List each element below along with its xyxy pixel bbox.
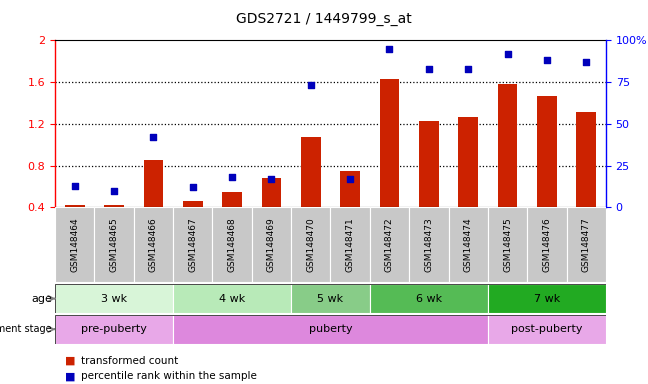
Bar [380,79,399,207]
Text: GSM148476: GSM148476 [542,217,551,272]
Point [69,182,80,189]
Bar [488,315,606,344]
Bar [419,121,439,207]
Text: post-puberty: post-puberty [511,324,583,334]
Point [502,51,513,57]
Bar [498,84,517,207]
Bar [252,207,291,282]
Text: GDS2721 / 1449799_s_at: GDS2721 / 1449799_s_at [236,12,412,25]
Bar [370,284,488,313]
Point [306,82,316,88]
Text: GSM148474: GSM148474 [464,217,472,272]
Text: GSM148473: GSM148473 [424,217,434,272]
Text: percentile rank within the sample: percentile rank within the sample [81,371,257,381]
Bar [340,171,360,207]
Bar [458,116,478,207]
Bar [537,96,557,207]
Text: GSM148465: GSM148465 [110,217,119,272]
Point [148,134,159,140]
Point [542,57,552,63]
Text: development stage: development stage [0,324,52,334]
Text: ■: ■ [65,371,75,381]
Text: GSM148467: GSM148467 [189,217,197,272]
Text: 6 wk: 6 wk [416,293,442,304]
Point [345,176,355,182]
Bar [55,207,95,282]
Bar [576,113,596,207]
Bar [173,207,213,282]
Bar [291,207,330,282]
Bar [330,207,370,282]
Text: transformed count: transformed count [81,356,178,366]
Point [384,46,395,52]
Bar [95,207,133,282]
Bar [291,284,370,313]
Bar [213,207,252,282]
Text: 5 wk: 5 wk [318,293,343,304]
Text: GSM148468: GSM148468 [227,217,237,272]
Point [227,174,237,180]
Point [109,187,119,194]
Bar [488,284,606,313]
Bar [370,207,409,282]
Point [187,184,198,190]
Point [581,59,592,65]
Text: ■: ■ [65,356,75,366]
Bar [173,315,488,344]
Text: GSM148469: GSM148469 [267,217,276,272]
Text: GSM148466: GSM148466 [149,217,158,272]
Point [463,66,473,72]
Bar [448,207,488,282]
Bar [262,178,281,207]
Point [424,66,434,72]
Point [266,176,277,182]
Text: 7 wk: 7 wk [534,293,560,304]
Bar [144,161,163,207]
Bar [301,137,321,207]
Text: age: age [31,293,52,304]
Bar [222,192,242,207]
Bar [566,207,606,282]
Bar [488,207,527,282]
Text: 4 wk: 4 wk [219,293,245,304]
Text: GSM148472: GSM148472 [385,217,394,272]
Bar [527,207,566,282]
Bar [104,205,124,207]
Bar [133,207,173,282]
Bar [55,315,173,344]
Text: 3 wk: 3 wk [101,293,127,304]
Text: GSM148475: GSM148475 [503,217,512,272]
Text: GSM148477: GSM148477 [582,217,591,272]
Bar [65,205,85,207]
Bar [55,284,173,313]
Text: puberty: puberty [308,324,353,334]
Bar [409,207,448,282]
Text: GSM148470: GSM148470 [307,217,316,272]
Text: pre-puberty: pre-puberty [81,324,147,334]
Bar [173,284,291,313]
Text: GSM148464: GSM148464 [70,217,79,272]
Bar [183,201,203,207]
Text: GSM148471: GSM148471 [345,217,354,272]
